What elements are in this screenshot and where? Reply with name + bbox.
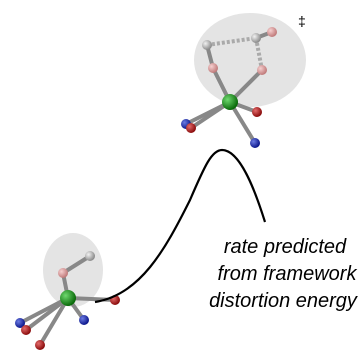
atom: [202, 40, 212, 50]
transition-state-molecule: [181, 13, 306, 148]
atom: [252, 107, 262, 117]
caption-line: rate predicted: [224, 236, 347, 258]
atom: [58, 268, 68, 278]
metal-atom: [222, 94, 238, 110]
atom: [257, 65, 267, 75]
atom: [79, 315, 89, 325]
atom: [267, 27, 277, 37]
metal-atom: [60, 290, 76, 306]
caption-line: distortion energy: [209, 290, 358, 312]
diagram: ‡ rate predicted from framework distorti…: [0, 0, 360, 358]
atom: [186, 123, 196, 133]
atom: [21, 325, 31, 335]
caption-line: from framework: [218, 263, 358, 285]
dagger: ‡: [298, 13, 306, 29]
reactant-molecule: [15, 233, 120, 350]
atom: [35, 340, 45, 350]
atom: [208, 63, 218, 73]
atom: [251, 33, 261, 43]
atom: [85, 251, 95, 261]
atom: [250, 138, 260, 148]
